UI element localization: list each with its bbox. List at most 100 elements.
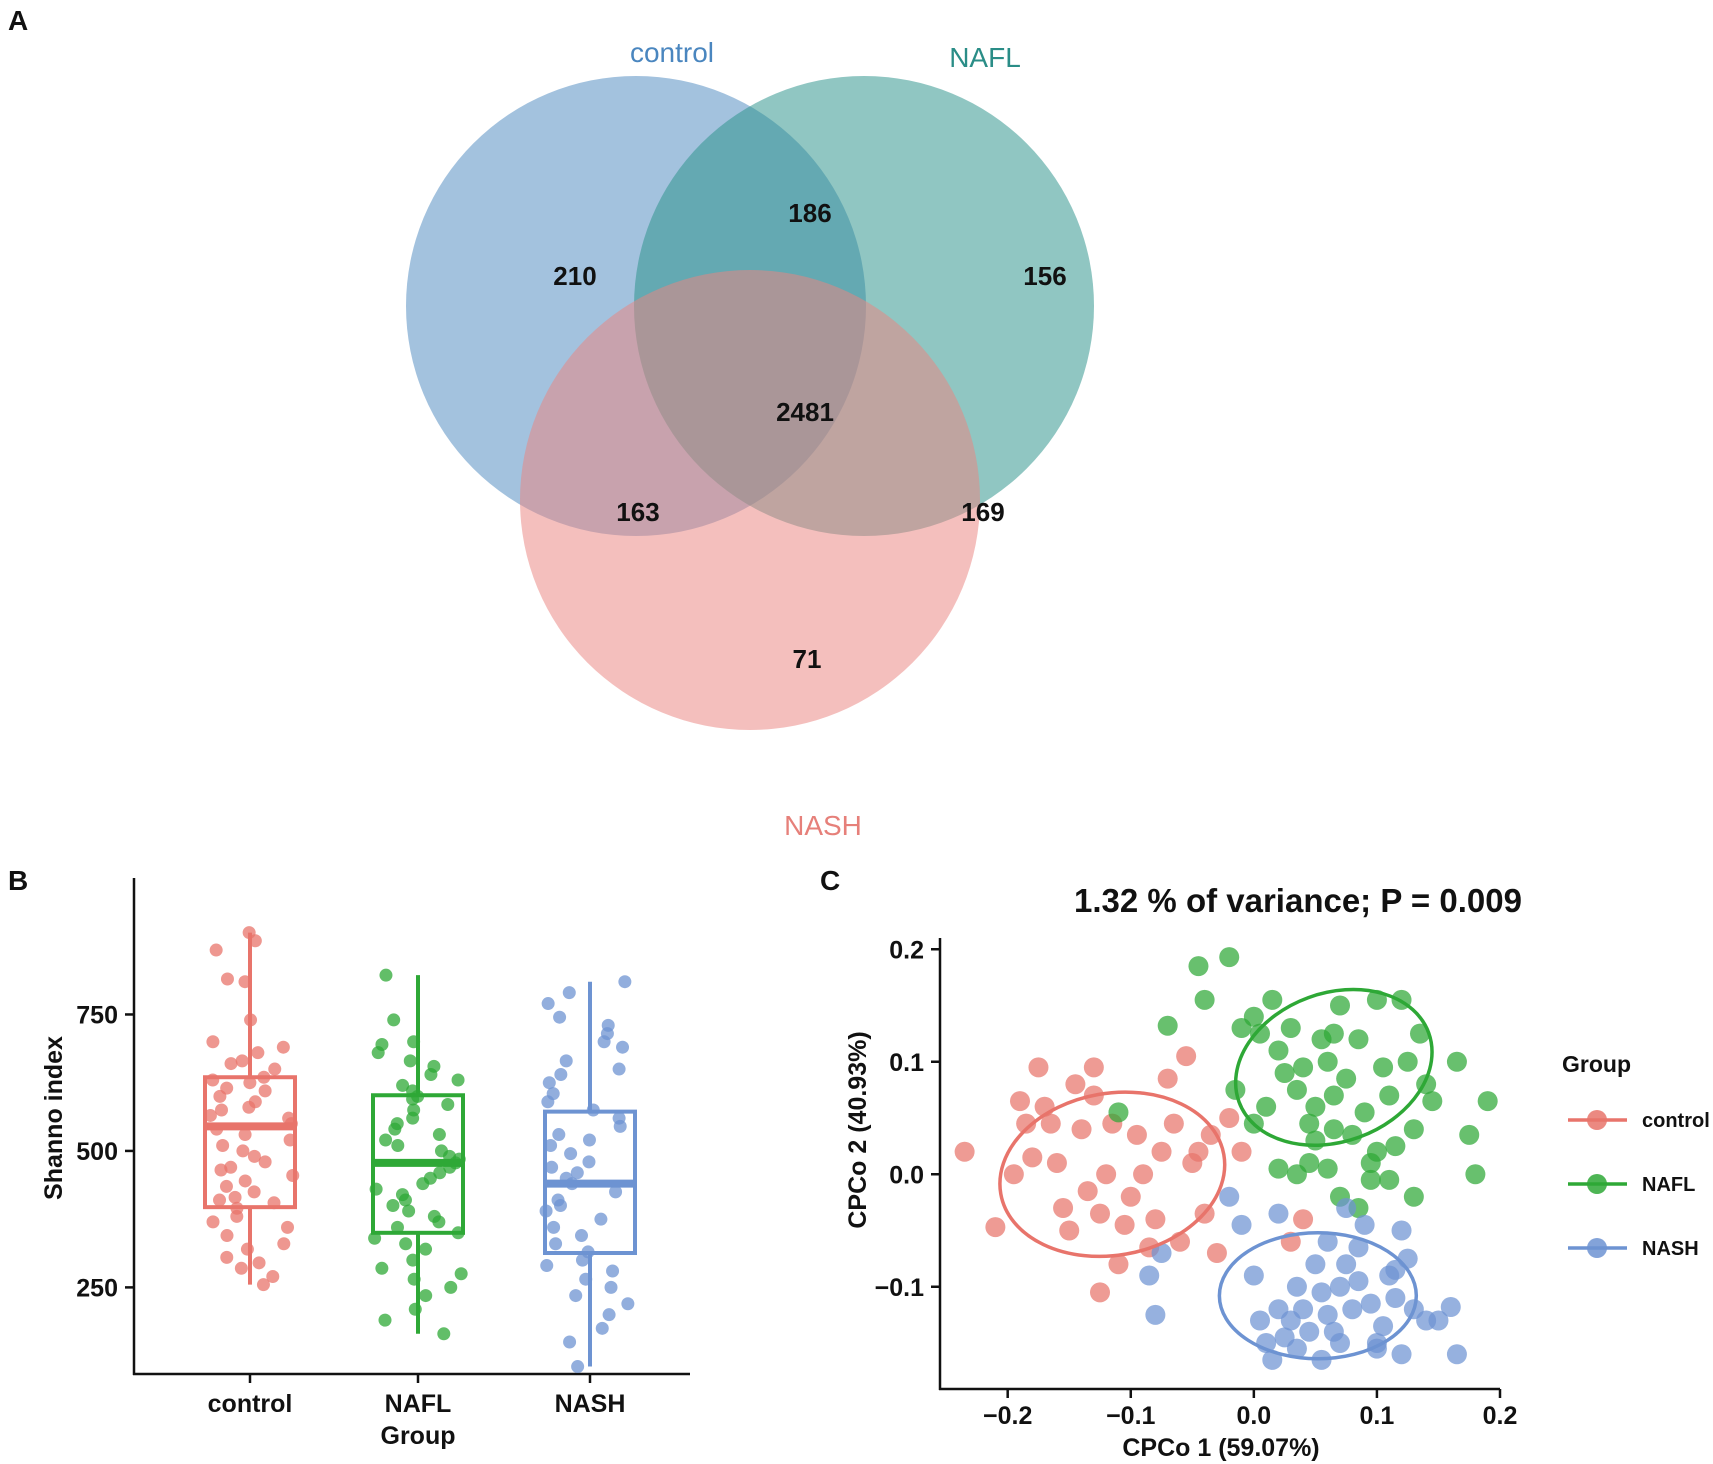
data-point-nash (609, 1185, 623, 1199)
scatter-point-nafl (1360, 1169, 1381, 1190)
scatter-point-control (1053, 1198, 1074, 1218)
scatter-point-nafl (1373, 1057, 1394, 1078)
scatter-point-control (1188, 1141, 1209, 1162)
scatter-point-nash (1317, 1304, 1338, 1325)
data-point-control (236, 1144, 250, 1158)
y-axis-title: CPCo 2 (40.93%) (844, 1031, 872, 1228)
data-point-control (242, 1100, 256, 1114)
data-point-nash (606, 1264, 620, 1278)
y-tick-label: 0.2 (889, 936, 924, 964)
scatter-point-nash (1440, 1297, 1461, 1317)
data-point-nafl (454, 1267, 468, 1281)
scatter-point-nash (1446, 1344, 1467, 1365)
data-point-nash (541, 997, 555, 1011)
y-axis-title: Shanno index (40, 1036, 68, 1200)
data-point-control (266, 1269, 280, 1283)
venn-circle-nash (520, 270, 980, 730)
scatter-point-nafl (1250, 1023, 1270, 1044)
scatter-title: 1.32 % of variance; P = 0.009 (1074, 882, 1522, 919)
x-tick-label: control (208, 1390, 293, 1418)
scatter-point-control (1003, 1164, 1024, 1185)
y-tick-label: 250 (76, 1274, 118, 1302)
data-point-nash (621, 1297, 635, 1311)
x-tick-label: 0.0 (1236, 1402, 1271, 1430)
scatter-point-nash (1330, 1333, 1350, 1353)
data-point-nafl (391, 1138, 405, 1152)
data-point-nafl (432, 1215, 446, 1229)
data-point-nash (594, 1212, 608, 1226)
scatter-point-nafl (1293, 1057, 1314, 1078)
scatter-point-nash (1145, 1304, 1166, 1325)
data-point-nafl (387, 1013, 401, 1027)
data-point-nafl (402, 1204, 416, 1218)
data-point-nash (549, 1237, 563, 1251)
scatter-point-nafl (1403, 1119, 1424, 1140)
y-tick-label: 500 (76, 1138, 118, 1166)
scatter-point-nafl (1446, 1051, 1467, 1072)
data-point-nash (554, 1068, 568, 1082)
data-point-control (258, 1155, 272, 1169)
x-axis-title: CPCo 1 (59.07%) (1122, 1434, 1319, 1462)
data-point-control (206, 1215, 220, 1229)
scatter-point-nafl (1323, 1085, 1344, 1106)
legend-marker-nafl (1587, 1174, 1607, 1194)
data-point-nafl (419, 1289, 433, 1303)
data-point-nash (564, 1147, 578, 1161)
data-point-nash (597, 1035, 611, 1049)
data-point-nash (604, 1280, 618, 1294)
scatter-point-nash (1391, 1220, 1412, 1241)
data-point-nafl (398, 1193, 412, 1207)
box-control (203, 1075, 297, 1210)
scatter-point-control (1083, 1057, 1104, 1078)
scatter-point-control (1133, 1164, 1154, 1185)
scatter-point-control (1022, 1147, 1043, 1168)
scatter-point-nafl (1330, 995, 1350, 1016)
scatter-point-nafl (1305, 1130, 1326, 1151)
scatter-point-control (1071, 1119, 1092, 1140)
scatter-point-nash (1342, 1299, 1363, 1320)
scatter-point-nash (1360, 1293, 1381, 1314)
x-tick-label: 0.1 (1360, 1402, 1395, 1430)
data-point-control (238, 1128, 252, 1142)
scatter-point-nafl (1459, 1124, 1480, 1145)
scatter-point-nafl (1397, 1051, 1418, 1072)
scatter-point-nash (1151, 1243, 1172, 1263)
data-point-control (220, 1250, 234, 1264)
data-point-control (258, 1084, 272, 1098)
scatter-point-nash (1391, 1344, 1412, 1365)
scatter-point-control (1046, 1153, 1067, 1173)
scatter-point-control (1096, 1164, 1117, 1185)
data-point-nafl (419, 1242, 433, 1256)
scatter-point-nash (1385, 1288, 1406, 1308)
scatter-point-nafl (1299, 1113, 1320, 1134)
data-point-control (268, 1062, 282, 1076)
data-point-control (251, 1046, 265, 1060)
legend-item-control: control (1568, 1110, 1710, 1132)
data-point-nash (574, 1229, 588, 1243)
scatter-point-nash (1305, 1254, 1326, 1275)
scatter-point-nafl (1286, 1079, 1307, 1100)
data-point-nafl (386, 1199, 400, 1213)
scatter-point-nafl (1219, 947, 1240, 968)
venn-set-label-control: control (630, 37, 714, 68)
y-tick-label: 750 (76, 1001, 118, 1029)
data-point-control (281, 1220, 295, 1234)
legend-marker-nash (1587, 1238, 1607, 1258)
scatter-point-nafl (1354, 1102, 1375, 1123)
ellipse-control (998, 1090, 1227, 1259)
data-point-control (203, 1108, 217, 1122)
venn-count-control-nafl: 186 (788, 198, 831, 228)
data-point-control (247, 1149, 261, 1163)
scatter-point-nash (1286, 1276, 1307, 1297)
x-axis-title: Group (381, 1422, 456, 1450)
data-point-nash (618, 975, 632, 989)
data-point-control (248, 934, 262, 948)
data-point-nash (545, 1160, 559, 1174)
data-point-nash (571, 1360, 585, 1374)
scatter-point-control (1157, 1068, 1178, 1089)
scatter-point-nash (1348, 1237, 1369, 1258)
scatter-point-control (1145, 1209, 1166, 1230)
data-point-control (219, 1179, 233, 1193)
data-point-nash (563, 1335, 577, 1349)
